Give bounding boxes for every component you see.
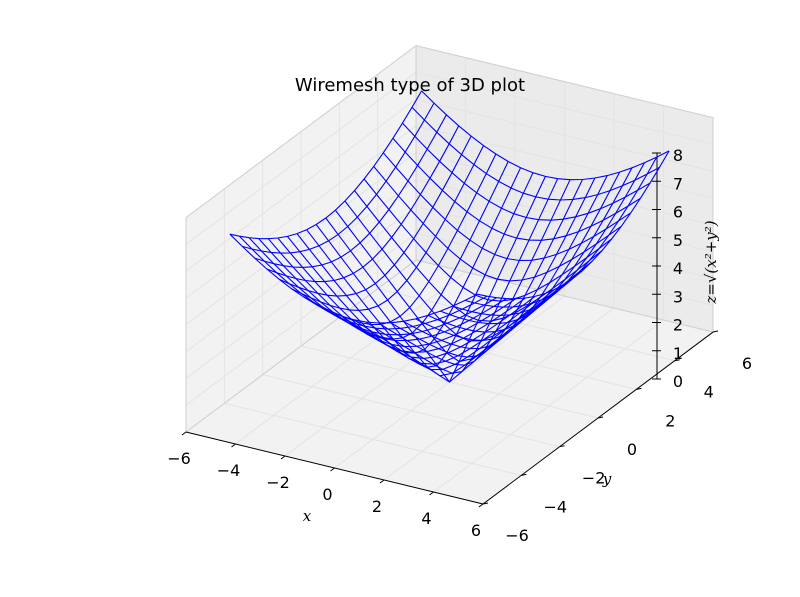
y-tick-mark — [482, 502, 489, 505]
wire-line-const-x — [279, 135, 472, 297]
x-axis-label: x — [303, 507, 312, 525]
y-tick-label: 6 — [742, 354, 752, 373]
wire-line-const-x — [341, 172, 534, 368]
pane-edge — [415, 259, 714, 333]
tick-labels: −6 −4 −2 0 2 4 6 −6 −4 −2 0 2 4 6 0 1 2 3 4 5 6 7 8 — [167, 146, 752, 545]
left-grid-z — [185, 72, 417, 245]
z-tick-label: 1 — [673, 344, 683, 363]
y-tick-mark — [597, 416, 604, 419]
back-grid-z — [415, 205, 714, 279]
left-grid-z — [185, 206, 417, 379]
wire-line-const-x — [266, 125, 460, 283]
x-tick-mark — [280, 455, 286, 460]
wire-line-const-x — [440, 167, 633, 325]
x-tick-mark — [181, 431, 187, 436]
x-tick-label: 0 — [322, 485, 332, 504]
x-tick-mark — [478, 503, 484, 508]
wire-line-const-x — [365, 178, 559, 374]
left-grid-z — [185, 125, 417, 299]
wire-line-const-x — [328, 167, 522, 354]
pane-edge — [185, 45, 417, 219]
x-tick-label: 2 — [372, 497, 382, 516]
z-tick-label: 6 — [673, 203, 683, 222]
wireframe-surface — [229, 90, 670, 383]
pane-edge — [185, 259, 417, 433]
z-tick-label: 5 — [673, 231, 683, 250]
y-tick-label: −6 — [505, 526, 529, 545]
y-tick-mark — [521, 473, 527, 476]
z-tick-label: 3 — [673, 287, 683, 306]
y-tick-label: 0 — [627, 440, 637, 459]
wire-line-const-x — [229, 90, 423, 240]
x-tick-label: 4 — [421, 509, 431, 528]
wire-line-const-x — [254, 114, 447, 268]
left-grid-z — [185, 232, 417, 406]
x-tick-mark — [231, 443, 236, 448]
back-grid-z — [415, 152, 714, 226]
x-tick-label: −2 — [266, 473, 290, 492]
y-tick-mark — [674, 359, 680, 362]
pane-edge — [415, 45, 714, 119]
wire-line-const-x — [291, 145, 484, 311]
y-tick-mark — [712, 330, 719, 333]
x-tick-mark — [379, 479, 385, 484]
x-tick-mark — [330, 467, 335, 472]
wire-line-const-x — [353, 176, 546, 383]
x-tick-label: 6 — [471, 521, 481, 540]
z-tick-label: 4 — [673, 259, 683, 278]
y-tick-label: 4 — [704, 383, 714, 402]
wire-line-const-x — [303, 153, 497, 326]
z-tick-label: 7 — [673, 174, 683, 193]
chart-title: Wiremesh type of 3D plot — [295, 75, 525, 96]
wire-line-const-x — [402, 177, 596, 350]
back-grid-z — [415, 232, 714, 306]
back-grid-z — [415, 98, 714, 172]
wire-line-const-x — [390, 179, 583, 358]
x-tick-label: −4 — [217, 461, 241, 480]
wire-line-const-x — [464, 156, 658, 308]
wire-line-const-x — [242, 102, 435, 254]
z-tick-label: 0 — [673, 372, 683, 391]
wire-line-const-x — [452, 162, 645, 316]
y-tick-label: −4 — [544, 497, 568, 516]
y-tick-mark — [636, 387, 642, 390]
z-tick-label: 2 — [673, 316, 683, 335]
floor-grid-y — [377, 288, 675, 362]
z-axis-label: z=√(x²+y²) — [702, 220, 720, 304]
x-tick-mark — [429, 491, 434, 496]
wire-line-const-x — [415, 175, 608, 341]
x-tick-label: −6 — [167, 449, 191, 468]
back-grid-z — [415, 125, 714, 199]
wire-line-const-x — [378, 179, 571, 366]
y-axis-label: y — [602, 470, 612, 488]
back-grid-z — [415, 71, 714, 145]
y-tick-mark — [559, 445, 565, 448]
y-tick-label: 2 — [665, 411, 675, 430]
y-tick-label: −2 — [582, 469, 606, 488]
wire-line-const-x — [477, 150, 670, 300]
axis-panes — [186, 45, 713, 504]
wire-line-const-x — [427, 171, 621, 333]
z-tick-label: 8 — [673, 146, 683, 165]
y-axis-line — [482, 331, 714, 505]
left-grid-z — [185, 98, 417, 272]
